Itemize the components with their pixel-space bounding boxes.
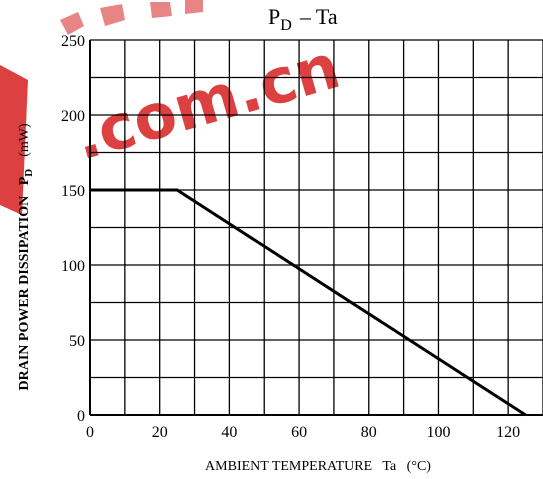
x-tick-labels: 0 20 40 60 80 100 120 <box>86 424 520 441</box>
y-tick-label: 200 <box>61 108 85 125</box>
derating-curve <box>90 188 527 417</box>
chart-title: PD – Ta <box>268 4 338 34</box>
x-tick-label: 120 <box>496 424 520 441</box>
y-axis-label-unit: (mW) <box>17 123 32 157</box>
x-tick-label: 60 <box>291 424 307 441</box>
x-tick-label: 0 <box>86 424 94 441</box>
series-layer <box>90 188 527 417</box>
y-tick-label: 0 <box>77 408 85 425</box>
x-tick-label: 40 <box>221 424 237 441</box>
title-sub: D <box>280 17 292 34</box>
y-axis-label-sub: D <box>23 169 35 177</box>
axes <box>89 40 543 416</box>
watermark-logo-icon <box>0 65 28 215</box>
y-axis-label: DRAIN POWER DISSIPATION PD (mW) <box>17 113 35 408</box>
y-axis-label-main: DRAIN POWER DISSIPATION P <box>17 176 32 390</box>
y-tick-label: 100 <box>61 258 85 275</box>
y-tick-label: 150 <box>61 183 85 200</box>
x-tick-label: 100 <box>426 424 450 441</box>
x-tick-label: 80 <box>361 424 377 441</box>
y-tick-label: 250 <box>61 33 85 50</box>
watermark: .com.cn <box>0 0 348 215</box>
x-axis-label: AMBIENT TEMPERATURE Ta (°C) <box>205 459 431 474</box>
y-tick-label: 50 <box>69 333 85 350</box>
x-tick-label: 20 <box>152 424 168 441</box>
watermark-glyphs-icon <box>60 0 203 35</box>
title-rest: – Ta <box>299 4 338 29</box>
title-main: P <box>268 4 280 29</box>
y-tick-labels: 0 50 100 150 200 250 <box>61 33 85 425</box>
